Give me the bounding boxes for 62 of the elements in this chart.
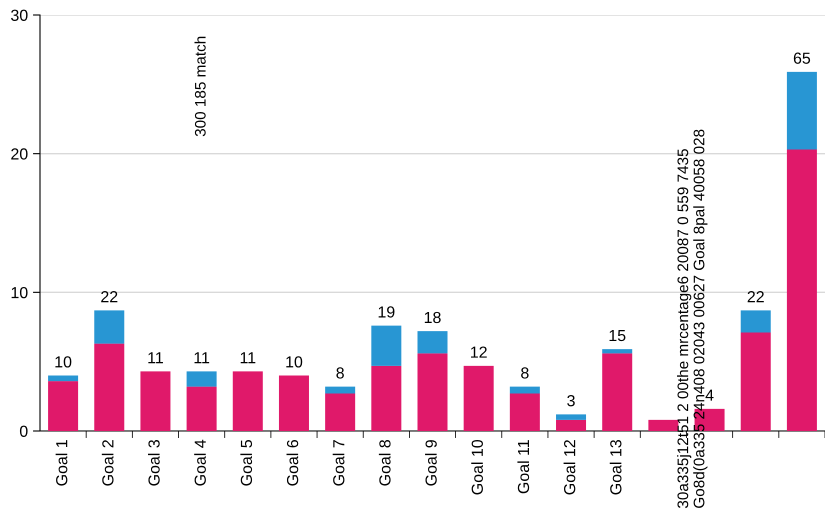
bar bbox=[94, 344, 124, 431]
annotation: 300 185 match bbox=[194, 36, 206, 136]
annotation: 18 bbox=[424, 312, 441, 324]
x-tick-label: Goal 2 bbox=[102, 440, 114, 486]
annotation: 4 bbox=[705, 390, 714, 401]
x-tick-label: Goal 6 bbox=[286, 440, 298, 486]
bar bbox=[325, 386, 356, 394]
bar bbox=[371, 326, 402, 366]
x-tick-label: Goal 8 bbox=[378, 440, 391, 486]
bar bbox=[786, 72, 817, 150]
x-tick-label: Goal 7 bbox=[332, 440, 344, 486]
annotation: 8 bbox=[521, 367, 529, 379]
annotation: 12 bbox=[471, 346, 487, 358]
y-tick-label: 30 bbox=[11, 10, 28, 21]
x-tick-label: Goal 10 bbox=[471, 440, 483, 494]
bar bbox=[556, 414, 586, 420]
annotation: 19 bbox=[378, 306, 394, 318]
annotation: 11 bbox=[240, 352, 256, 364]
x-tick-label: Goal 12 bbox=[564, 440, 576, 494]
bar bbox=[278, 376, 309, 431]
x-tick-label: Goal 1 bbox=[56, 440, 68, 486]
bar bbox=[417, 353, 448, 431]
bar bbox=[464, 366, 494, 431]
bar bbox=[740, 332, 771, 431]
x-tick-label: Goal 11 bbox=[517, 440, 530, 494]
bar bbox=[140, 371, 170, 431]
bar bbox=[602, 349, 632, 354]
annotation: 65 bbox=[794, 52, 810, 64]
bar bbox=[510, 386, 540, 394]
bar bbox=[325, 394, 356, 431]
annotation: 11 bbox=[194, 352, 210, 364]
bar bbox=[48, 376, 78, 382]
bar bbox=[94, 310, 124, 344]
bar bbox=[186, 386, 217, 431]
y-tick-label: 10 bbox=[12, 286, 28, 298]
annotation: 22 bbox=[101, 291, 118, 302]
bar bbox=[510, 394, 540, 431]
bar bbox=[740, 310, 771, 333]
annotation: 10 bbox=[286, 356, 302, 368]
bar bbox=[371, 366, 402, 431]
annotation: 10 bbox=[55, 356, 72, 368]
bar bbox=[417, 331, 448, 354]
x-tick-label: Goal 3 bbox=[148, 440, 160, 486]
bar bbox=[556, 420, 586, 431]
x-tick-label: Goal 9 bbox=[425, 440, 437, 486]
bar bbox=[48, 381, 78, 431]
x-tick-label: Goal 13 bbox=[610, 440, 622, 494]
annotation: 8 bbox=[336, 367, 344, 379]
bar bbox=[232, 371, 263, 431]
bar bbox=[648, 420, 678, 431]
bar bbox=[602, 353, 632, 431]
annotation: 22 bbox=[748, 291, 764, 302]
bar bbox=[786, 150, 817, 431]
x-tick-label: Goal 5 bbox=[240, 440, 252, 486]
annotation: 11 bbox=[148, 352, 163, 364]
annotation: 30a335j12t51 2 00the mrcentage6 20087 0 559 7435 bbox=[677, 149, 692, 508]
annotation: 15 bbox=[610, 330, 626, 342]
x-tick-label: Goal 4 bbox=[194, 440, 206, 486]
annotation: 3 bbox=[567, 395, 575, 406]
bar bbox=[186, 371, 217, 387]
y-tick-label: 0 bbox=[20, 426, 28, 437]
y-tick-label: 20 bbox=[11, 148, 28, 160]
